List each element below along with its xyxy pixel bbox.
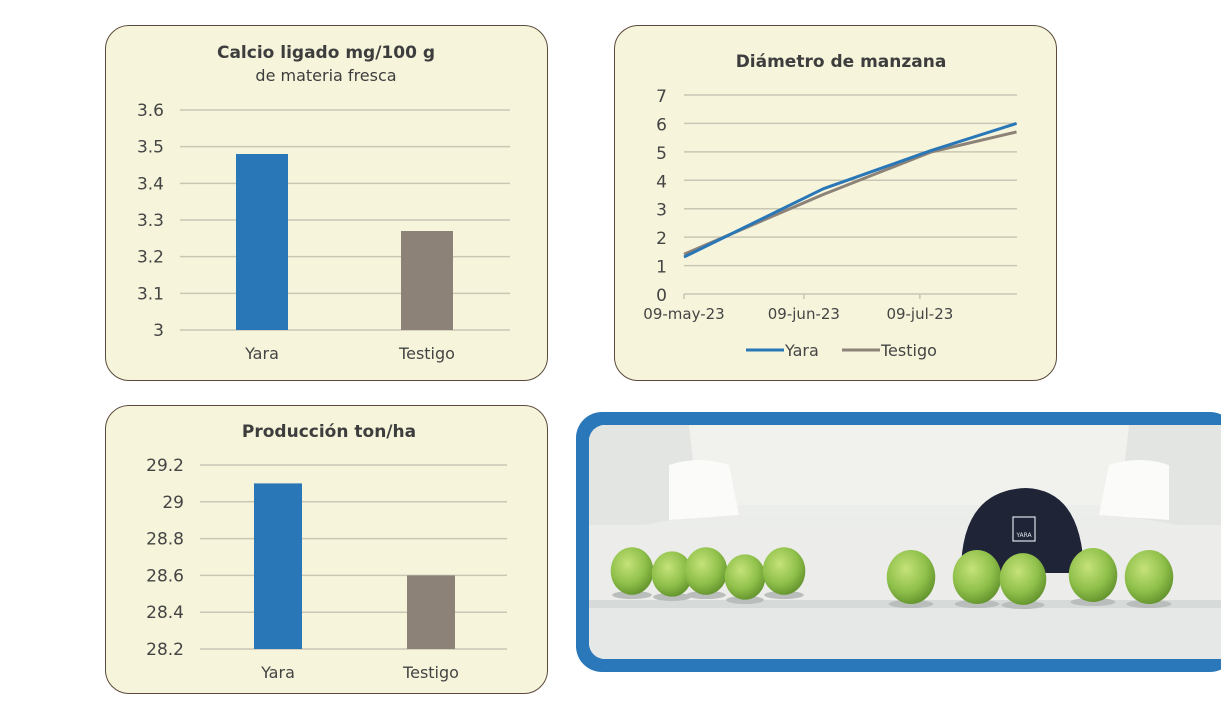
apple-shadow (612, 591, 652, 599)
chart2-line-testigo (683, 130, 1017, 256)
produccion-chart-card (105, 405, 548, 694)
apple-shadow (1001, 601, 1045, 609)
chart2-xtick-label: 09-jun-23 (768, 305, 840, 323)
apple (886, 550, 936, 604)
apple-shadow (653, 593, 691, 601)
chart3-ytick-label: 28.6 (146, 566, 184, 586)
chart2-title: Diámetro de manzana (736, 52, 947, 72)
chart2-ytick-label: 1 (656, 258, 667, 278)
apple-photo: YARA (576, 412, 1221, 672)
apple (724, 554, 766, 600)
chart1-bar-testigo (401, 231, 453, 330)
chart2-xtick-label: 09-jul-23 (886, 305, 953, 323)
chart2-ytick-label: 7 (656, 87, 667, 107)
chart2-ytick-label: 4 (656, 172, 667, 192)
chart1-ytick-label: 3.1 (137, 284, 164, 304)
chart2-line-yara (683, 121, 1017, 259)
apple (999, 553, 1047, 605)
chart2-legend-label: Testigo (880, 341, 937, 360)
chart2-ytick-label: 5 (656, 144, 667, 164)
apple (651, 551, 693, 597)
apple-shadow (764, 591, 804, 599)
cap-logo-text: YARA (1015, 532, 1032, 539)
chart1-title: Calcio ligado mg/100 g (217, 43, 435, 63)
apple (952, 550, 1002, 604)
chart2-xtick-label: 09-may-23 (643, 305, 724, 323)
apple-shadow (726, 596, 764, 604)
chart3-ytick-label: 29 (162, 493, 184, 513)
chart1-ytick-label: 3.3 (137, 211, 164, 231)
chart1-bar-yara (236, 154, 288, 330)
chart3-bar-yara (254, 483, 302, 649)
chart3-plot: 28.2 28.4 28.6 28.8 29 29.2 Yara Testigo (146, 456, 507, 682)
chart3-ytick-label: 28.8 (146, 530, 184, 550)
chart1-xtick-label: Testigo (398, 344, 455, 363)
apple (684, 547, 728, 595)
chart1-ytick-label: 3.6 (137, 101, 164, 121)
chart2-ytick-label: 6 (656, 115, 667, 135)
chart2-ytick-label: 0 (656, 286, 667, 306)
chart1-ytick-label: 3.5 (137, 138, 164, 158)
yara-cap: YARA (961, 488, 1084, 573)
apple (610, 547, 654, 595)
chart3-xtick-label: Yara (260, 663, 295, 682)
chart1-subtitle: de materia fresca (255, 66, 396, 85)
apples (610, 547, 1174, 609)
calcio-chart-card (105, 25, 548, 381)
chart2-legend-label: Yara (784, 341, 819, 360)
apple-shadow (686, 591, 726, 599)
chart1-ytick-label: 3 (153, 321, 164, 341)
diametro-chart-card (614, 25, 1057, 381)
apple-photo-illustration: YARA (589, 425, 1221, 659)
chart3-ytick-label: 28.4 (146, 603, 184, 623)
chart2-plot: 0 1 2 3 4 5 6 7 09-may-23 09-jun-23 09-jul-23 Yara T… (643, 87, 1017, 360)
chart2-ytick-label: 2 (656, 229, 667, 249)
chart3-bar-testigo (407, 575, 455, 649)
apple (1124, 550, 1174, 604)
chart1-ytick-label: 3.4 (137, 174, 164, 194)
chart3-xtick-label: Testigo (402, 663, 459, 682)
truck-bed-photo: YARA (589, 425, 1221, 659)
chart3-ytick-label: 29.2 (146, 456, 184, 476)
chart1-ytick-label: 3.2 (137, 248, 164, 268)
apple (762, 547, 806, 595)
chart2-ytick-label: 3 (656, 201, 667, 221)
apple (1068, 548, 1118, 602)
chart3-title: Producción ton/ha (242, 422, 416, 442)
chart1-plot: 3 3.1 3.2 3.3 3.4 3.5 3.6 Yara Testigo (137, 101, 510, 363)
chart3-ytick-label: 28.2 (146, 640, 184, 660)
chart1-xtick-label: Yara (244, 344, 279, 363)
